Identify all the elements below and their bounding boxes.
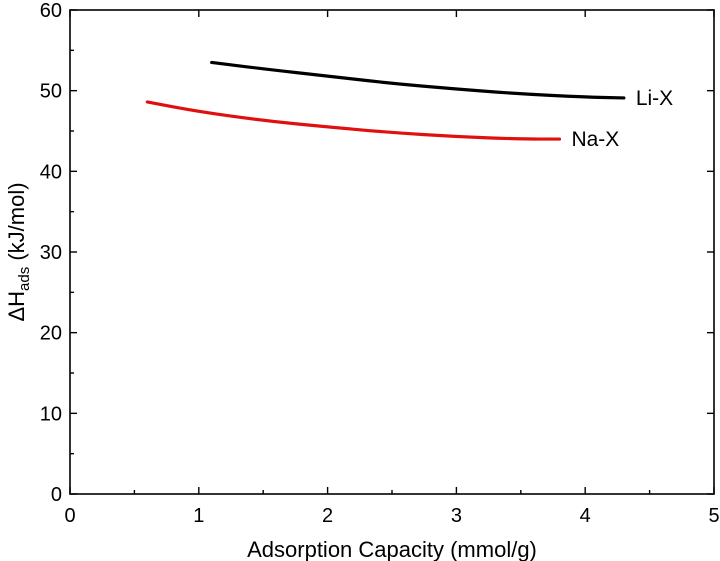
- series-label-na-x: Na-X: [571, 128, 619, 151]
- y-axis-ticks: 0 10 20 30 40 50 60: [40, 0, 714, 506]
- y-tick-label: 60: [40, 0, 62, 22]
- y-axis-title: ΔHads (kJ/mol): [4, 182, 33, 321]
- x-tick-label: 4: [580, 505, 591, 527]
- series-label-li-x: Li-X: [636, 87, 673, 110]
- y-axis-title-prefix: ΔH: [4, 291, 29, 322]
- x-axis-ticks: 0 1 2 3 4 5: [64, 10, 720, 527]
- plot-lines: [145, 60, 626, 141]
- y-tick-label: 10: [40, 403, 62, 425]
- series-line-li-x: [210, 60, 626, 100]
- series-labels: Li-X Na-X: [571, 87, 673, 151]
- x-tick-label: 2: [322, 505, 333, 527]
- series-line-na-x: [145, 100, 562, 141]
- y-axis-title-subscript: ads: [16, 267, 33, 291]
- y-axis-title-suffix: (kJ/mol): [4, 182, 29, 266]
- y-tick-label: 40: [40, 161, 62, 183]
- y-tick-label: 0: [51, 484, 62, 506]
- y-tick-label: 20: [40, 323, 62, 345]
- y-tick-label: 50: [40, 81, 62, 103]
- y-tick-label: 30: [40, 242, 62, 264]
- x-tick-label: 5: [708, 505, 719, 527]
- x-tick-label: 0: [64, 505, 75, 527]
- x-axis-title: Adsorption Capacity (mmol/g): [247, 537, 537, 561]
- x-tick-label: 1: [193, 505, 204, 527]
- x-tick-label: 3: [451, 505, 462, 527]
